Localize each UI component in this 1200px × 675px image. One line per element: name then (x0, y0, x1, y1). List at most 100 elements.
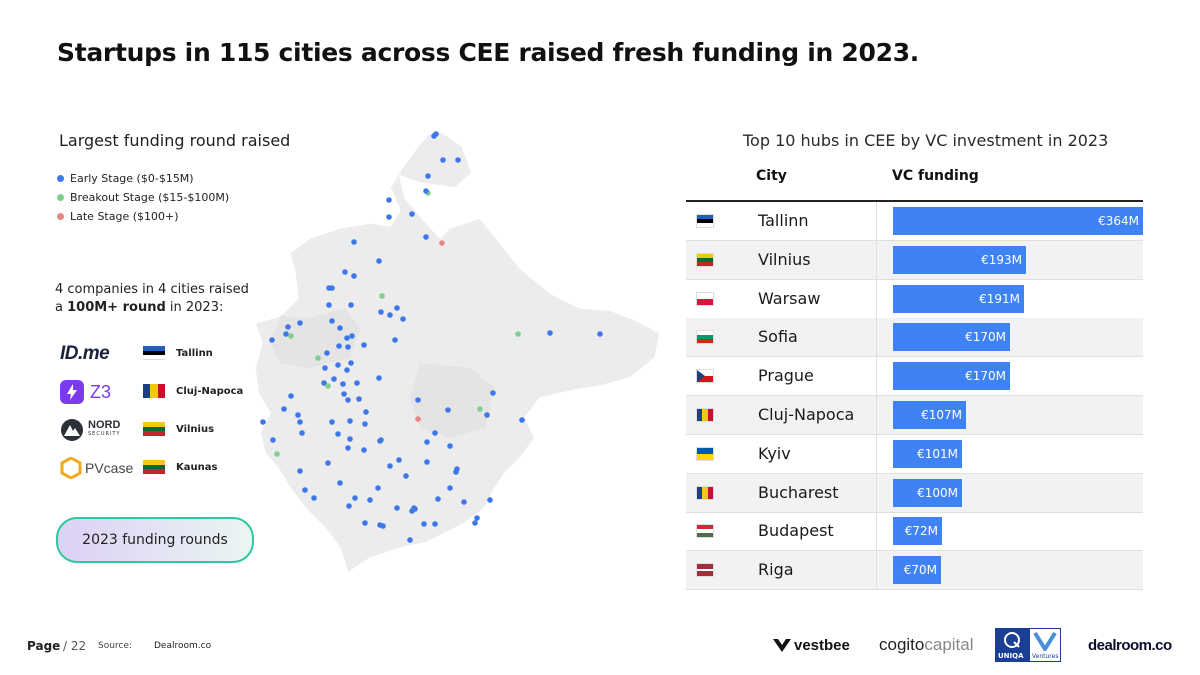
map-city-dot (288, 333, 294, 339)
nord-logo: NORD SECURITY (60, 417, 135, 443)
map-city-dot (433, 131, 439, 137)
map-city-dot (297, 468, 303, 474)
map-city-dot (447, 485, 453, 491)
map-city-dot (519, 417, 525, 423)
hub-city-name: Bucharest (758, 482, 839, 502)
map-city-dot (474, 515, 480, 521)
map-city-dot (376, 375, 382, 381)
column-header-city: City (756, 168, 787, 184)
map-city-dot (341, 391, 347, 397)
map-city-dot (351, 273, 357, 279)
estonia-flag-icon (143, 346, 165, 360)
bulgaria-flag-icon (696, 330, 714, 345)
map-city-dot (348, 302, 354, 308)
map-city-dot (447, 443, 453, 449)
caption-suffix: in 2023: (165, 300, 224, 315)
hub-city-name: Cluj-Napoca (758, 405, 855, 424)
hub-row: Prague €170M (686, 357, 1143, 397)
legend-dot-late (57, 213, 64, 220)
company-logo-pvcase: PVcase (60, 455, 135, 481)
map-city-dot (424, 439, 430, 445)
hub-row: Cluj-Napoca €107M (686, 396, 1143, 435)
header-divider (686, 200, 1143, 202)
map-city-dot (386, 214, 392, 220)
romania-flag-icon (696, 485, 714, 500)
map-city-dot (337, 480, 343, 486)
map-city-dot (324, 350, 330, 356)
romania-flag-icon (143, 384, 165, 398)
cogito-logo-suffix: capital (924, 635, 974, 654)
hub-city-name: Sofia (758, 327, 798, 347)
map-city-dot (281, 406, 287, 412)
z3-logo-text: Z3 (90, 381, 112, 402)
legend-item-early: Early Stage ($0-$15M) (57, 169, 229, 188)
map-legend: Early Stage ($0-$15M) Breakout Stage ($1… (57, 169, 229, 226)
hub-city-name: Tallinn (758, 211, 809, 230)
map-city-dot (348, 360, 354, 366)
cogito-logo-text: cogito (879, 635, 925, 654)
central-region-shade (270, 308, 360, 368)
map-city-dot (597, 331, 603, 337)
legend-dot-breakout (57, 194, 64, 201)
map-city-dot (490, 390, 496, 396)
hub-row: Budapest €72M (686, 512, 1143, 552)
dealroom-logo: dealroom.co (1088, 628, 1172, 662)
column-header-funding: VC funding (892, 168, 979, 184)
chart-title: Top 10 hubs in CEE by VC investment in 2… (743, 131, 1109, 150)
map-city-dot (345, 445, 351, 451)
map-city-dot (326, 302, 332, 308)
map-heading: Largest funding round raised (59, 131, 291, 150)
map-city-dot (297, 320, 303, 326)
latvia-flag-icon (696, 563, 714, 578)
funding-bar: €70M (893, 556, 941, 585)
map-city-dot (484, 412, 490, 418)
column-divider (876, 551, 877, 590)
caption-prefix: a (55, 300, 68, 315)
funding-rounds-button[interactable]: 2023 funding rounds (56, 517, 254, 563)
page-number: / 22 (63, 639, 87, 653)
map-city-dot (409, 211, 415, 217)
map-city-dot (349, 333, 355, 339)
map-city-dot (375, 485, 381, 491)
idme-logo: ID.me (60, 341, 135, 367)
map-city-dot (424, 459, 430, 465)
lithuania-flag-icon (143, 422, 165, 436)
map-city-dot (351, 239, 357, 245)
map-city-dot (321, 380, 327, 386)
uniqa-q-icon (1004, 632, 1020, 648)
map-city-dot (337, 325, 343, 331)
map-city-dot (297, 419, 303, 425)
nord-logo-sub: SECURITY (88, 431, 121, 437)
map-city-dot (260, 419, 266, 425)
map-city-dot (274, 451, 280, 457)
funding-bar: €191M (893, 284, 1024, 313)
column-divider (876, 279, 877, 318)
funding-bar: €170M (893, 362, 1010, 391)
source-label: Source: (98, 641, 132, 651)
ukraine-flag-icon (696, 446, 714, 461)
company-logo-idme: ID.me (60, 341, 135, 367)
map-city-dot (336, 343, 342, 349)
map-city-dot (415, 397, 421, 403)
mega-round-caption: 4 companies in 4 cities raised a 100M+ r… (55, 281, 249, 317)
map-city-dot (547, 330, 553, 336)
hub-city-name: Kyiv (758, 443, 791, 463)
company-logo-z3: Z3 (60, 379, 135, 405)
map-city-dot (387, 463, 393, 469)
romania-flag-icon (696, 408, 714, 422)
ventures-logo-text: Ventures (1032, 653, 1059, 660)
hub-row: Tallinn €364M (686, 202, 1143, 241)
map-city-dot (403, 473, 409, 479)
lithuania-flag-icon-2 (143, 460, 165, 474)
funding-bar: €193M (893, 245, 1026, 274)
map-city-dot (423, 234, 429, 240)
map-city-dot (315, 355, 321, 361)
map-city-dot (461, 499, 467, 505)
dealroom-logo-text: dealroom.co (1088, 636, 1172, 654)
column-divider (876, 240, 877, 279)
hub-row: Kyiv €101M (686, 434, 1143, 474)
map-city-dot (425, 173, 431, 179)
vestbee-v-icon (773, 639, 791, 652)
pvcase-logo-text: PVcase (85, 460, 134, 476)
estonia-flag-icon (696, 214, 714, 228)
